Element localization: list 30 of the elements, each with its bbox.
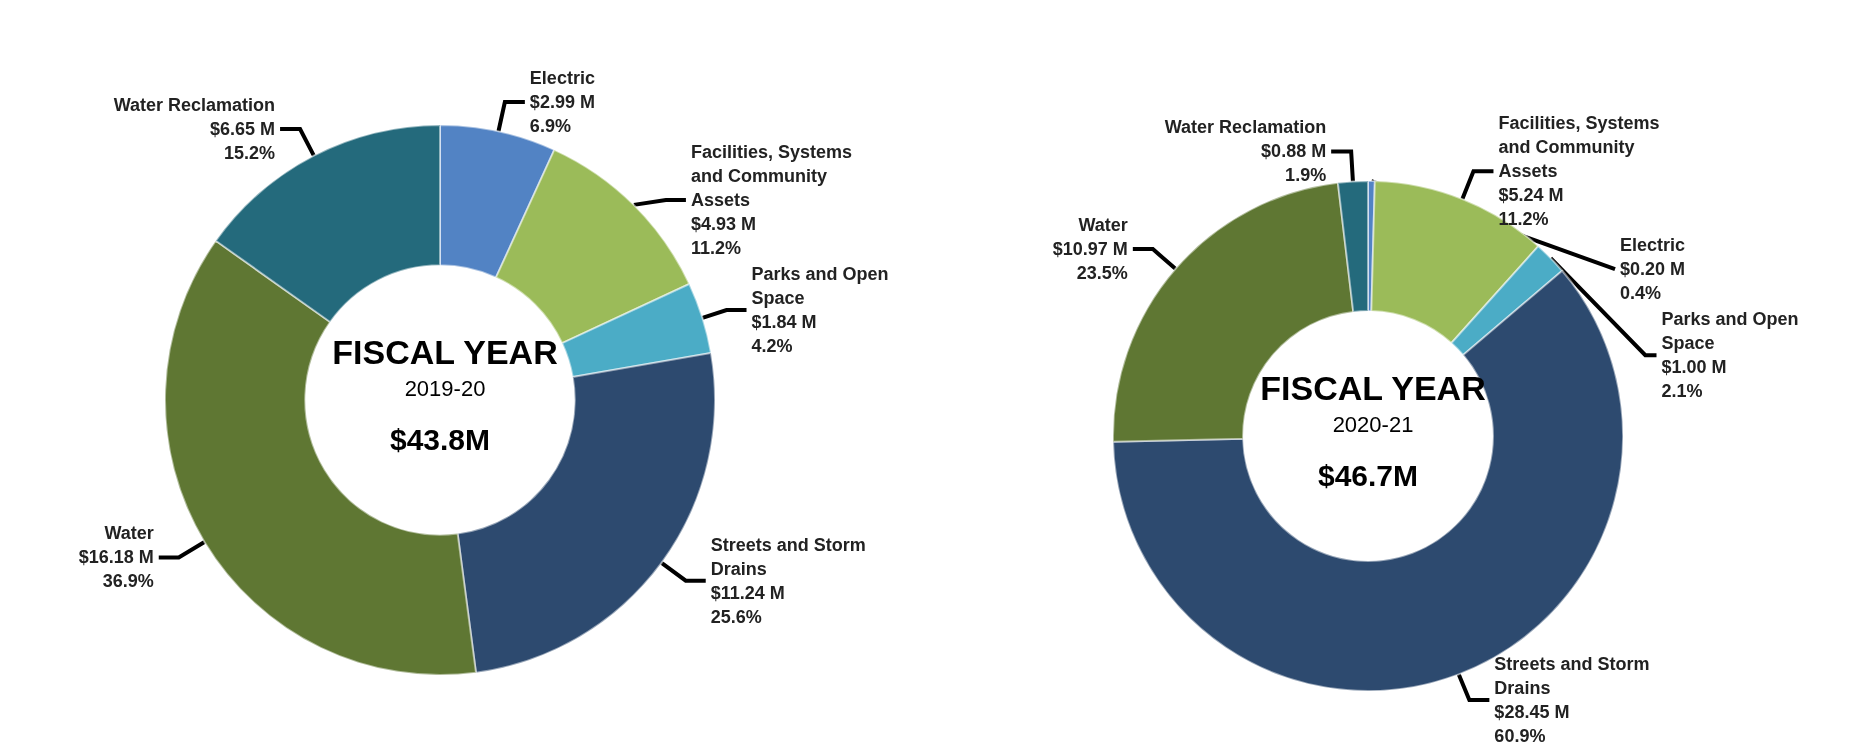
data-label: $1.00 M 2.1% [1661,357,1727,402]
slice-label: Water [104,523,154,544]
slice-label: Parks and Open Space [751,263,894,308]
data-label: $28.45 M 60.9% [1494,702,1570,746]
slice-label: Electric [1620,235,1686,256]
slice-label: Facilities, Systems and Community Assets [690,141,857,210]
text: 2019-20 [404,375,486,401]
slice-label: Water [1078,215,1128,236]
slice-label: Water Reclamation [1164,117,1327,138]
text: 2020-21 [1332,411,1414,437]
data-label: $11.24 M 25.6% [710,582,785,627]
data-label: $16.18 M 36.9% [78,547,154,592]
text: $43.8M [389,422,491,456]
data-label: $5.24 M 11.2% [1498,185,1564,230]
data-label: $0.88 M 1.9% [1261,141,1327,186]
data-label: $0.20 M 0.4% [1620,259,1686,304]
text: FISCAL YEAR [1260,369,1486,407]
data-label: $6.65 M 15.2% [210,119,276,163]
slice-label: Facilities, Systems and Community Assets [1498,113,1665,182]
data-label: $4.93 M 11.2% [690,213,756,258]
data-label: $1.84 M 4.2% [751,311,817,356]
data-label: $2.99 M 6.9% [529,91,595,136]
text: FISCAL YEAR [332,333,558,371]
slice-label: Parks and Open Space [1661,309,1804,354]
slice-label: Water Reclamation [113,95,276,115]
text: $46.7M [1317,458,1419,492]
slice-label: Electric [529,67,595,88]
slice-label: Streets and Storm Drains [710,534,871,579]
slice-label: Streets and Storm Drains [1494,654,1655,698]
data-label: $10.97 M 23.5% [1052,239,1128,284]
